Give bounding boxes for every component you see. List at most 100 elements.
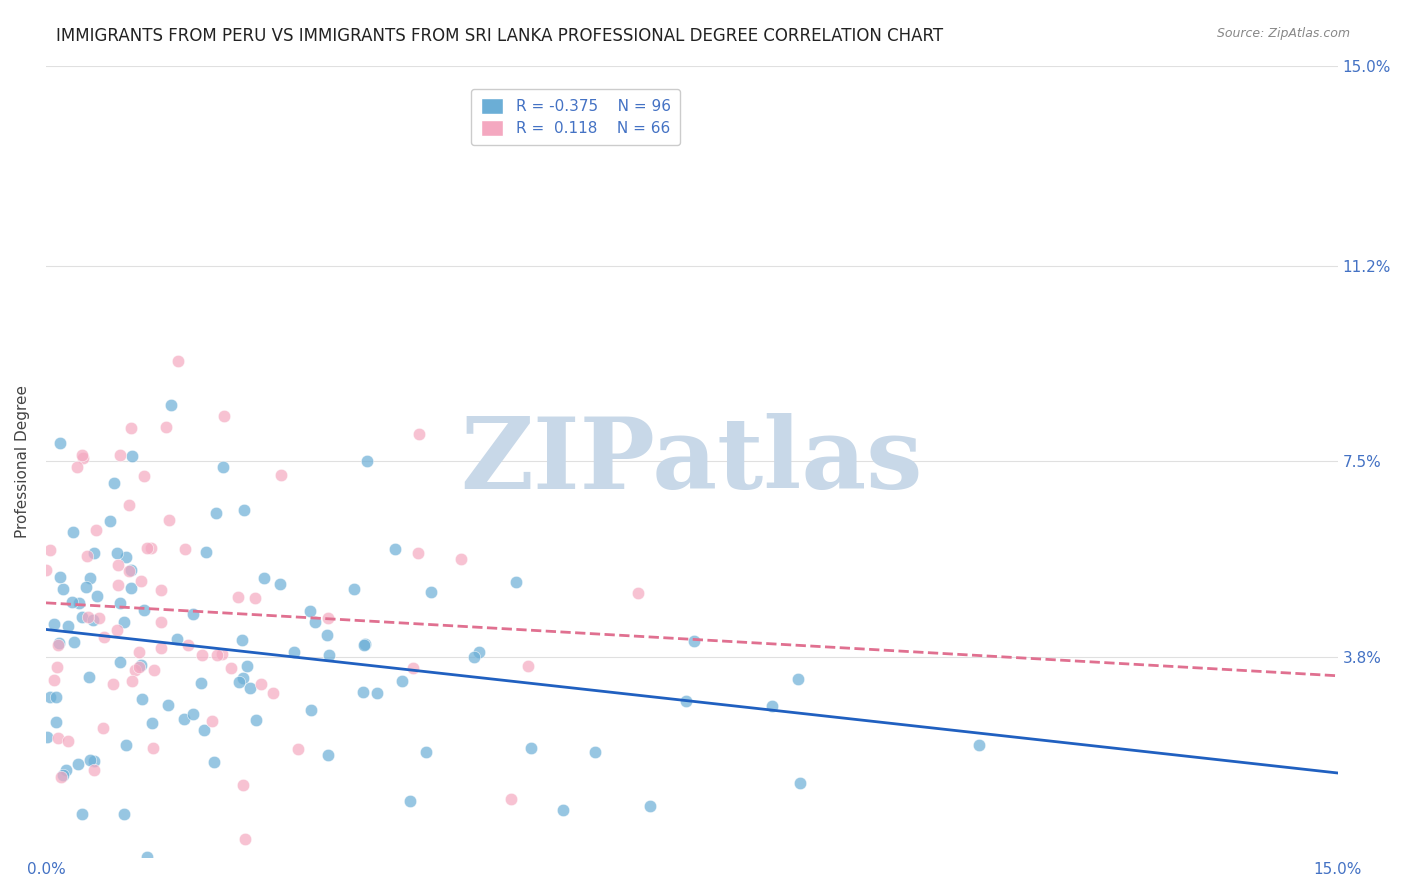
- Point: [150, 615, 173, 630]
- Point: [207, 648, 229, 662]
- Point: [38, 542, 60, 557]
- Point: [761, 699, 783, 714]
- Point: [112, 615, 135, 630]
- Point: [117, 565, 139, 579]
- Point: [245, 591, 267, 605]
- Point: [149, 583, 172, 598]
- Point: [45, 690, 67, 705]
- Point: [356, 454, 378, 468]
- Point: [318, 648, 340, 662]
- Point: [239, 681, 262, 695]
- Point: [44, 673, 66, 687]
- Point: [287, 742, 309, 756]
- Point: [56, 618, 79, 632]
- Point: [105, 546, 128, 560]
- Point: [160, 398, 183, 412]
- Point: [103, 677, 125, 691]
- Point: [250, 677, 273, 691]
- Point: [121, 673, 143, 688]
- Point: [37, 731, 59, 745]
- Point: [79, 753, 101, 767]
- Y-axis label: Professional Degree: Professional Degree: [15, 384, 30, 538]
- Point: [415, 745, 437, 759]
- Point: [110, 448, 132, 462]
- Point: [52, 768, 75, 782]
- Text: IMMIGRANTS FROM PERU VS IMMIGRANTS FROM SRI LANKA PROFESSIONAL DEGREE CORRELATIO: IMMIGRANTS FROM PERU VS IMMIGRANTS FROM …: [56, 27, 943, 45]
- Point: [166, 354, 188, 368]
- Point: [72, 450, 94, 465]
- Point: [967, 738, 990, 752]
- Point: [205, 506, 228, 520]
- Point: [391, 674, 413, 689]
- Point: [103, 475, 125, 490]
- Point: [112, 806, 135, 821]
- Point: [283, 645, 305, 659]
- Point: [66, 460, 89, 475]
- Point: [62, 595, 84, 609]
- Point: [46, 639, 69, 653]
- Point: [132, 469, 155, 483]
- Point: [149, 640, 172, 655]
- Point: [406, 546, 429, 560]
- Point: [77, 670, 100, 684]
- Point: [49, 570, 72, 584]
- Point: [304, 615, 326, 629]
- Point: [231, 671, 253, 685]
- Point: [231, 633, 253, 648]
- Point: [134, 603, 156, 617]
- Point: [45, 715, 67, 730]
- Point: [190, 676, 212, 690]
- Point: [141, 716, 163, 731]
- Point: [353, 638, 375, 652]
- Point: [638, 799, 661, 814]
- Point: [343, 582, 366, 596]
- Point: [419, 584, 441, 599]
- Point: [107, 558, 129, 573]
- Point: [398, 794, 420, 808]
- Point: [136, 850, 159, 864]
- Point: [499, 792, 522, 806]
- Point: [45, 660, 67, 674]
- Point: [316, 611, 339, 625]
- Point: [129, 574, 152, 589]
- Point: [76, 609, 98, 624]
- Point: [118, 498, 141, 512]
- Point: [35, 563, 58, 577]
- Point: [157, 513, 180, 527]
- Point: [193, 723, 215, 738]
- Point: [42, 617, 65, 632]
- Point: [505, 574, 527, 589]
- Point: [121, 449, 143, 463]
- Point: [139, 541, 162, 556]
- Point: [212, 409, 235, 424]
- Point: [100, 514, 122, 528]
- Point: [683, 633, 706, 648]
- Point: [110, 596, 132, 610]
- Point: [787, 672, 810, 686]
- Point: [219, 661, 242, 675]
- Point: [191, 648, 214, 662]
- Point: [51, 582, 73, 597]
- Point: [83, 763, 105, 777]
- Point: [226, 590, 249, 604]
- Point: [551, 803, 574, 817]
- Point: [83, 755, 105, 769]
- Point: [232, 502, 254, 516]
- Point: [583, 745, 606, 759]
- Point: [316, 627, 339, 641]
- Point: [155, 420, 177, 434]
- Point: [166, 632, 188, 647]
- Point: [299, 702, 322, 716]
- Point: [91, 722, 114, 736]
- Point: [49, 770, 72, 784]
- Legend: R = -0.375    N = 96, R =  0.118    N = 66: R = -0.375 N = 96, R = 0.118 N = 66: [471, 89, 681, 145]
- Point: [128, 659, 150, 673]
- Point: [156, 698, 179, 712]
- Point: [55, 763, 77, 777]
- Point: [56, 733, 79, 747]
- Point: [72, 807, 94, 822]
- Point: [233, 831, 256, 846]
- Point: [269, 577, 291, 591]
- Point: [105, 624, 128, 638]
- Point: [468, 645, 491, 659]
